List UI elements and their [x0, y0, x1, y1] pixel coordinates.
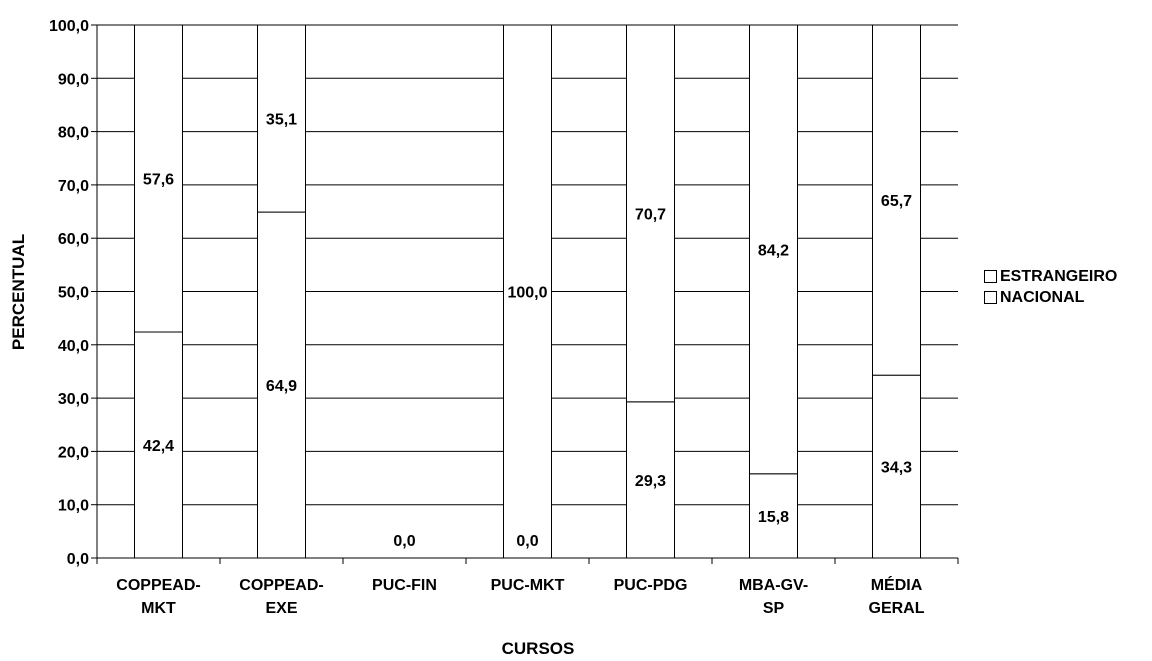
data-label-estrangeiro: 100,0: [507, 285, 547, 302]
data-label-estrangeiro: 57,6: [143, 172, 174, 189]
y-tick-label: 100,0: [49, 18, 89, 35]
x-tick-label-line: GERAL: [869, 600, 925, 617]
data-label-nacional: 42,4: [143, 438, 174, 455]
y-tick-label: 60,0: [58, 231, 89, 248]
data-label-estrangeiro: 84,2: [758, 242, 789, 259]
x-tick-label-line: SP: [763, 600, 785, 617]
bar-segment-nacional: [749, 473, 798, 559]
y-tick-label: 40,0: [58, 338, 89, 355]
x-tick-label-line: EXE: [265, 600, 297, 617]
y-tick-label: 20,0: [58, 444, 89, 461]
x-axis-label: CURSOS: [502, 639, 575, 658]
x-tick-label-line: COPPEAD-: [239, 577, 323, 594]
legend-swatch-nacional: [984, 291, 997, 304]
bar-segment-estrangeiro: [503, 24, 552, 559]
data-labels: 42,4 57,6 64,9 35,1 0,0 0,0 100,0 29,3 70,7 15,8 8…: [143, 112, 912, 550]
x-tick-label: PUC-FIN: [372, 577, 437, 594]
x-tick-label: COPPEAD- MKT: [116, 577, 200, 617]
data-label-nacional: 64,9: [266, 378, 297, 395]
data-label-nacional: 0,0: [393, 533, 415, 550]
legend-label-nacional: NACIONAL: [1000, 288, 1085, 306]
x-tick-label-line: MÉDIA: [871, 575, 923, 594]
x-tick-label-line: MBA-GV-: [739, 577, 808, 594]
x-tick-label-line: PUC-MKT: [491, 577, 565, 594]
data-label-nacional: 34,3: [881, 460, 912, 477]
data-label-estrangeiro: 35,1: [266, 112, 297, 129]
y-tick-labels: 0,0 10,0 20,0 30,0 40,0 50,0 60,0 70,0 80,0 90,0 1…: [49, 18, 89, 568]
legend-label-estrangeiro: ESTRANGEIRO: [1000, 267, 1118, 285]
x-tick-label: PUC-PDG: [614, 577, 688, 594]
legend: ESTRANGEIRO NACIONAL: [984, 266, 1117, 308]
y-tick-label: 80,0: [58, 125, 89, 142]
bar-segment-estrangeiro: [134, 24, 183, 333]
data-label-nacional: 15,8: [758, 509, 789, 526]
bar-segment-estrangeiro: [749, 24, 798, 475]
bar-segment-estrangeiro: [257, 24, 306, 213]
y-tick-label: 90,0: [58, 71, 89, 88]
x-tick-label-line: MKT: [141, 600, 176, 617]
x-tick-label: MÉDIA GERAL: [869, 575, 925, 617]
bar-segment-nacional: [872, 374, 921, 559]
bar-segment-nacional: [626, 401, 675, 559]
y-tick-label: 30,0: [58, 391, 89, 408]
data-label-nacional: 29,3: [635, 473, 666, 490]
data-label-estrangeiro: 70,7: [635, 206, 666, 223]
data-label-nacional: 0,0: [516, 533, 538, 550]
x-tick-label: PUC-MKT: [491, 577, 565, 594]
x-tick-label-line: PUC-FIN: [372, 577, 437, 594]
y-tick-label: 50,0: [58, 285, 89, 302]
axes: [91, 24, 959, 564]
x-tick-label: MBA-GV- SP: [739, 577, 808, 617]
x-tick-label-line: PUC-PDG: [614, 577, 688, 594]
bar-segment-estrangeiro: [626, 24, 675, 403]
legend-item-nacional: NACIONAL: [984, 287, 1117, 308]
legend-swatch-estrangeiro: [984, 270, 997, 283]
y-tick-label: 10,0: [58, 498, 89, 515]
y-tick-label: 70,0: [58, 178, 89, 195]
y-tick-label: 0,0: [67, 551, 89, 568]
bar-segment-estrangeiro: [872, 24, 921, 376]
x-tick-labels: COPPEAD- MKT COPPEAD- EXE PUC-FIN PUC-MKT PUC-…: [116, 575, 924, 617]
y-axis-label: PERCENTUAL: [9, 234, 28, 350]
data-label-estrangeiro: 65,7: [881, 193, 912, 210]
x-tick-label-line: COPPEAD-: [116, 577, 200, 594]
legend-item-estrangeiro: ESTRANGEIRO: [984, 266, 1117, 287]
x-tick-label: COPPEAD- EXE: [239, 577, 323, 617]
